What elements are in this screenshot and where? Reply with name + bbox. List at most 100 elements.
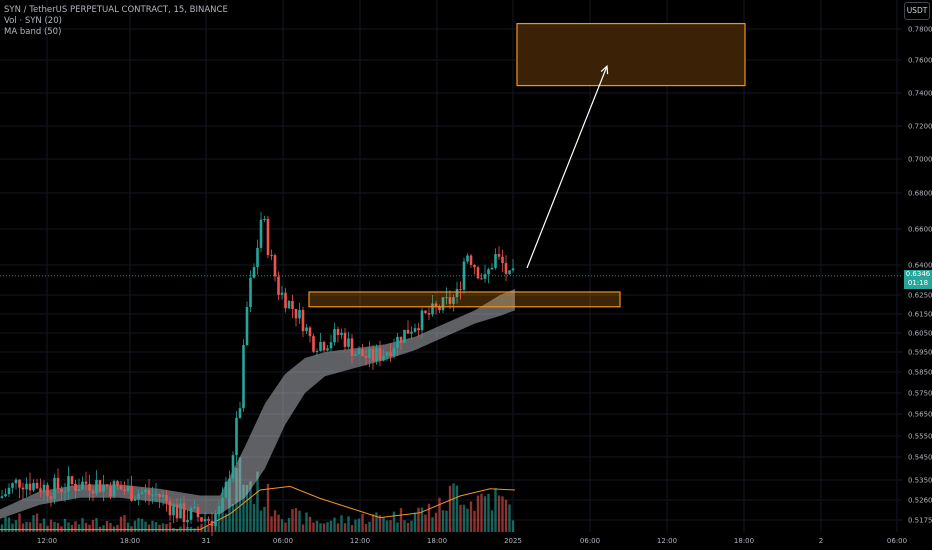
volume-bar bbox=[140, 518, 144, 532]
volume-bar bbox=[63, 518, 67, 532]
target-zone-box bbox=[516, 22, 746, 87]
candle-body bbox=[39, 488, 42, 492]
candle-body bbox=[434, 303, 438, 307]
volume-bar bbox=[168, 522, 172, 532]
candle-body bbox=[60, 488, 63, 493]
ma-band-indicator-label[interactable]: MA band (50) bbox=[4, 27, 62, 37]
candle-body bbox=[214, 513, 217, 527]
symbol-title[interactable]: SYN / TetherUS PERPETUAL CONTRACT, 15, B… bbox=[4, 5, 228, 15]
volume-bar bbox=[361, 514, 364, 532]
candle-body bbox=[228, 478, 231, 482]
candle-body bbox=[21, 487, 25, 490]
volume-bar bbox=[249, 481, 252, 532]
volume-bar bbox=[217, 509, 221, 532]
candle-body bbox=[151, 494, 154, 496]
candle-body bbox=[165, 494, 168, 502]
time-tick-label: 06:00 bbox=[580, 537, 600, 545]
candle-body bbox=[466, 255, 469, 262]
price-axis[interactable]: 0.7800 0.7600 0.7400 0.7200 0.7000 0.6800 0.66… bbox=[908, 26, 932, 525]
volume-bar bbox=[466, 508, 469, 532]
volume-bar bbox=[109, 523, 112, 532]
volume-bar bbox=[494, 488, 497, 532]
volume-bar bbox=[389, 520, 392, 532]
chart-grid bbox=[0, 0, 902, 532]
volume-bar bbox=[32, 515, 35, 532]
candle-body bbox=[480, 278, 483, 280]
volume-bar bbox=[102, 525, 105, 532]
price-tick-label: 0.7600 bbox=[908, 57, 932, 65]
price-tick-label: 0.6050 bbox=[908, 330, 932, 338]
candle-body bbox=[242, 345, 245, 409]
candle-body bbox=[130, 485, 133, 501]
volume-bar bbox=[235, 467, 238, 532]
volume-bar bbox=[406, 522, 410, 532]
volume-bar bbox=[427, 503, 431, 532]
price-tick-label: 0.6400 bbox=[908, 262, 932, 270]
annotations[interactable] bbox=[308, 22, 746, 308]
candle-body bbox=[256, 247, 259, 268]
volume-bar bbox=[357, 518, 361, 532]
volume-ma-line bbox=[0, 485, 516, 531]
candle-body bbox=[168, 501, 172, 516]
currency-badge[interactable]: USDT bbox=[904, 2, 930, 20]
time-tick-label: 18:00 bbox=[427, 537, 447, 545]
volume-bar bbox=[315, 520, 319, 532]
candle-body bbox=[431, 303, 434, 315]
candle-body bbox=[116, 481, 119, 486]
volume-bar bbox=[368, 521, 371, 532]
candle-body bbox=[84, 481, 88, 484]
candle-body bbox=[364, 356, 368, 358]
candle-body bbox=[32, 482, 35, 491]
time-tick-label: 12:00 bbox=[350, 537, 370, 545]
candle-body bbox=[175, 504, 179, 519]
candle-body bbox=[77, 489, 81, 491]
candle-body bbox=[473, 264, 476, 268]
candle-body bbox=[53, 477, 56, 499]
volume-bar bbox=[329, 520, 333, 532]
volume-bar bbox=[333, 517, 336, 532]
volume-bar bbox=[119, 516, 123, 532]
price-tick-label: 0.6600 bbox=[908, 226, 932, 234]
ma-band bbox=[0, 289, 515, 519]
time-axis[interactable]: 12:00 18:00 31 06:00 12:00 18:00 2025 06:00 12:0… bbox=[37, 537, 907, 545]
price-tick-label: 0.7800 bbox=[908, 26, 932, 34]
candle-body bbox=[140, 492, 144, 494]
volume-bar bbox=[382, 517, 385, 532]
volume-bar bbox=[238, 457, 242, 532]
candle-body bbox=[357, 349, 361, 355]
volume-bar bbox=[305, 512, 308, 532]
volume-bar bbox=[147, 524, 151, 532]
candle-body bbox=[56, 477, 60, 489]
volume-bar bbox=[74, 521, 77, 532]
volume-bar bbox=[364, 524, 368, 532]
volume-bar bbox=[441, 510, 445, 532]
candle-body bbox=[378, 348, 382, 361]
candle-body bbox=[200, 517, 203, 522]
volume-bar bbox=[438, 497, 441, 532]
volume-bar bbox=[417, 507, 420, 532]
ma-band-area bbox=[0, 289, 515, 519]
candle-body bbox=[0, 496, 4, 498]
time-tick-label: 12:00 bbox=[657, 537, 677, 545]
candle-body bbox=[109, 486, 112, 497]
candle-body bbox=[46, 484, 49, 497]
volume-bar bbox=[144, 521, 147, 532]
volume-bar bbox=[277, 514, 280, 532]
candle-body bbox=[35, 482, 39, 489]
volume-bar bbox=[312, 522, 315, 532]
candle-body bbox=[137, 493, 140, 499]
volume-bar bbox=[105, 520, 109, 532]
volume-indicator-label[interactable]: Vol · SYN (20) bbox=[4, 16, 62, 26]
price-tick-label: 0.7200 bbox=[908, 123, 932, 131]
volume-bar bbox=[340, 515, 343, 532]
volume-bar bbox=[95, 518, 98, 532]
candle-body bbox=[263, 219, 266, 221]
candle-body bbox=[424, 310, 427, 313]
volume-bar bbox=[480, 493, 483, 532]
candle-body bbox=[462, 261, 466, 290]
volume-bar bbox=[42, 518, 46, 532]
candle-body bbox=[427, 312, 431, 315]
chart-legend: SYN / TetherUS PERPETUAL CONTRACT, 15, B… bbox=[4, 5, 228, 38]
volume-bar bbox=[221, 499, 224, 532]
